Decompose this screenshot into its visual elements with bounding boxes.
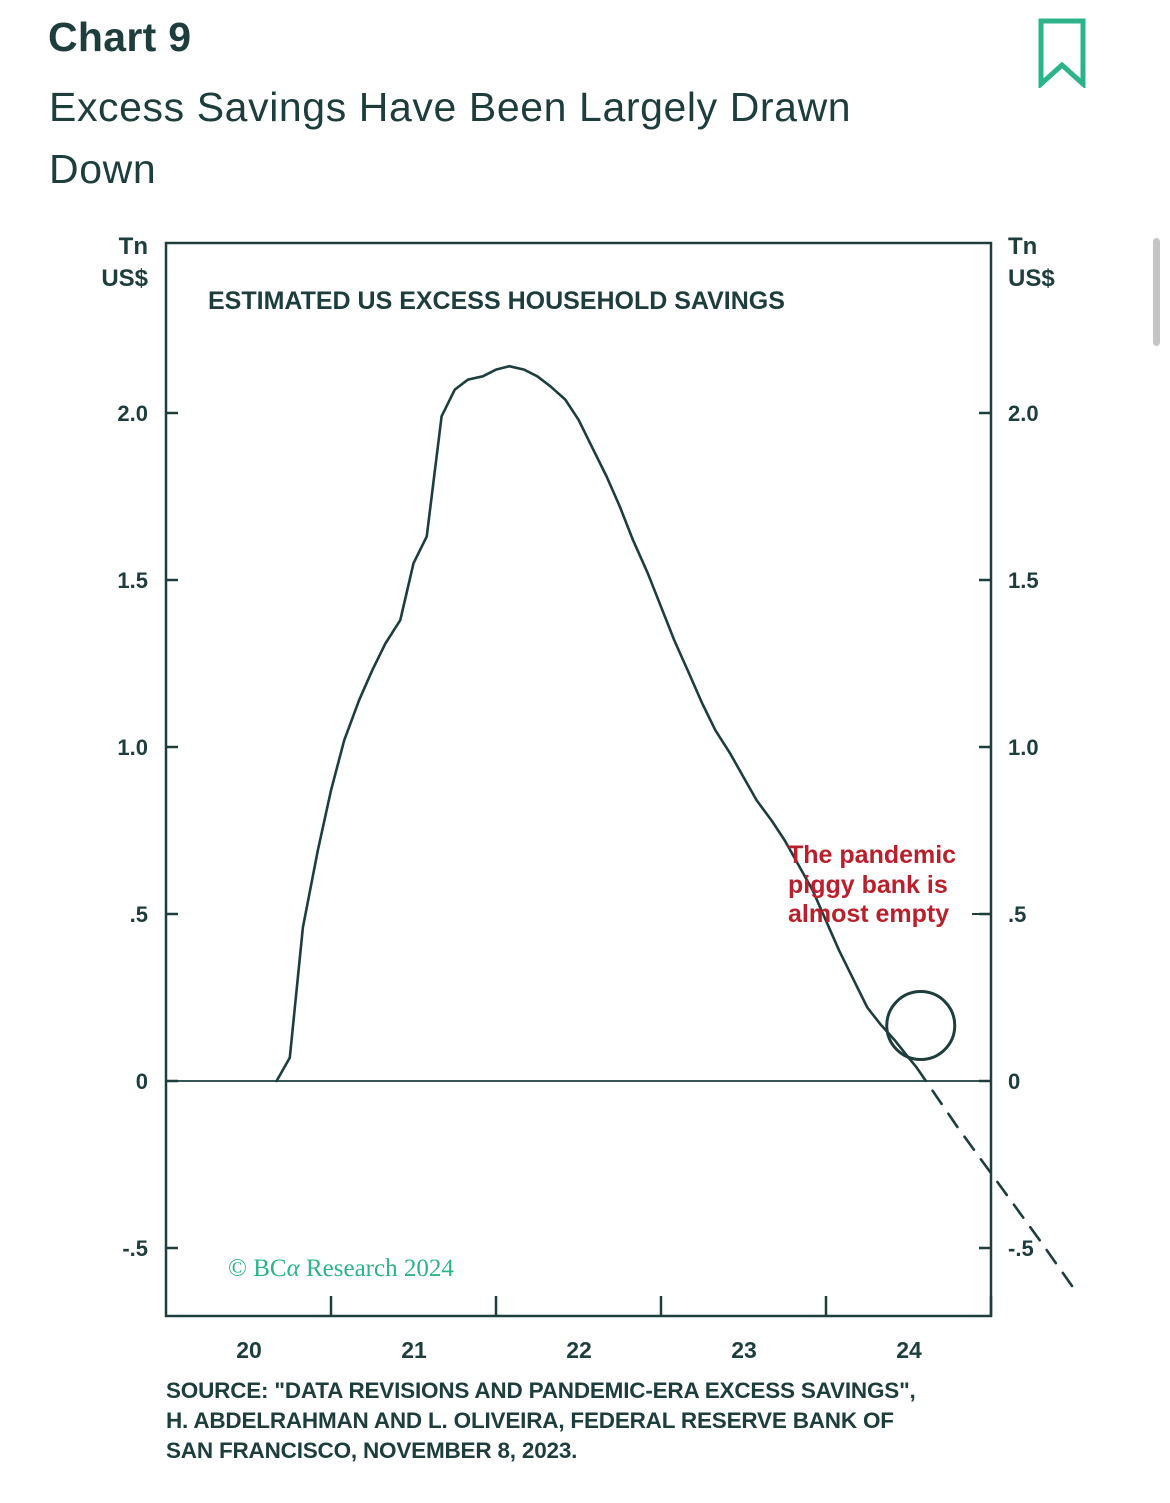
y-tick-label-right: 2.0	[1008, 401, 1039, 426]
y-tick-label-left: .5	[130, 902, 148, 927]
annotation: The pandemic piggy bank is almost empty	[788, 841, 956, 928]
y-tick-label-right: 0	[1008, 1069, 1020, 1094]
x-tick-label: 20	[236, 1337, 262, 1363]
y-tick-label-left: -.5	[122, 1236, 148, 1261]
right-unit-line-1: Tn	[1008, 233, 1037, 260]
chart-panel-title: ESTIMATED US EXCESS HOUSEHOLD SAVINGS	[208, 287, 785, 315]
watermark-suffix: Research 2024	[300, 1255, 455, 1282]
left-unit-line-2: US$	[101, 265, 148, 292]
chart-number: Chart 9	[48, 14, 192, 60]
x-tick-label: 22	[566, 1337, 592, 1363]
plot-frame	[164, 241, 993, 1318]
bookmark-icon[interactable]	[1038, 18, 1086, 88]
scrollbar[interactable]	[1153, 238, 1160, 346]
annotation-line-3: almost empty	[788, 900, 949, 928]
y-tick-label-left: 1.0	[117, 735, 148, 760]
y-tick-label-right: -.5	[1008, 1236, 1034, 1261]
projection-line	[915, 1066, 1075, 1290]
axes: 2.0 2.0 1.5 1.5 1.0 1.0 .5 .5 0 0 -.5 -.5 20 21 22 23 24	[117, 401, 1038, 1363]
y-tick-label-right: 1.5	[1008, 568, 1039, 593]
watermark: © BCα Research 2024	[228, 1255, 454, 1282]
x-tick-label: 24	[896, 1337, 922, 1363]
source-note: SOURCE: "DATA REVISIONS AND PANDEMIC-ERA…	[166, 1376, 1066, 1466]
savings-line	[275, 364, 919, 1083]
y-tick-label-left: 0	[136, 1069, 148, 1094]
source-line-1: SOURCE: "DATA REVISIONS AND PANDEMIC-ERA…	[166, 1378, 916, 1403]
highlight-circle	[885, 990, 957, 1062]
source-line-3: SAN FRANCISCO, NOVEMBER 8, 2023.	[166, 1438, 578, 1463]
x-tick-label: 23	[731, 1337, 757, 1363]
left-unit-line-1: Tn	[119, 233, 148, 260]
chart-title: Excess Savings Have Been Largely Drawn D…	[49, 84, 852, 192]
y-tick-label-right: 1.0	[1008, 735, 1039, 760]
y-tick-label-left: 2.0	[117, 401, 148, 426]
annotation-line-1: The pandemic	[788, 841, 956, 869]
source-line-2: H. ABDELRAHMAN AND L. OLIVEIRA, FEDERAL …	[166, 1408, 894, 1433]
y-tick-label-left: 1.5	[117, 568, 148, 593]
y-tick-label-right: .5	[1008, 902, 1026, 927]
watermark-prefix: © BC	[228, 1255, 287, 1282]
x-tick-label: 21	[401, 1337, 427, 1363]
series-lines	[275, 364, 1075, 1290]
watermark-alpha: α	[287, 1255, 301, 1282]
annotation-line-2: piggy bank is	[788, 871, 948, 899]
right-unit-line-2: US$	[1008, 265, 1055, 292]
